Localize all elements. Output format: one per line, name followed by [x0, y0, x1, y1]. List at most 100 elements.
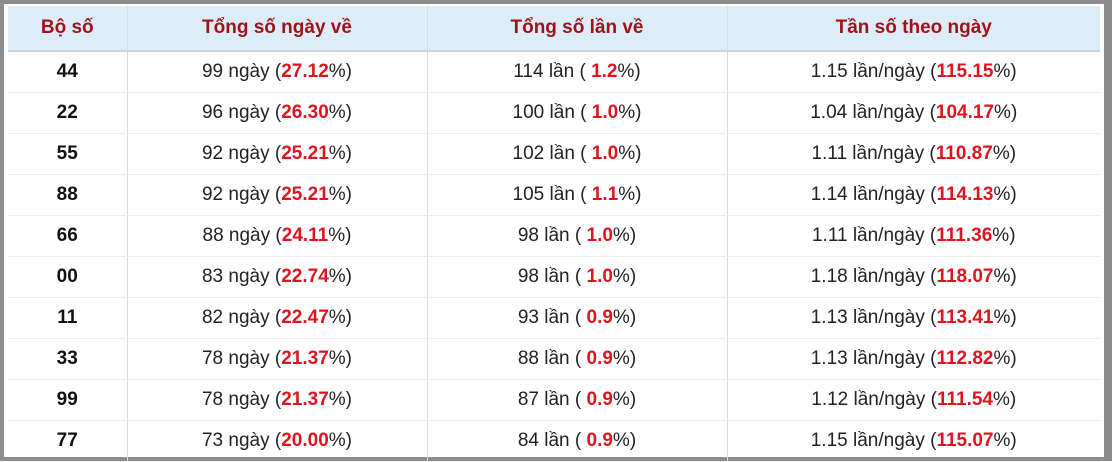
table-body: 44 99 ngày (27.12%) 114 lần ( 1.2%) 1.15 lầ… [8, 51, 1100, 462]
cell-text: 105 lần ( [512, 184, 592, 205]
percent-value: 114.13 [936, 184, 994, 205]
number-cell: 99 [8, 379, 127, 421]
stat-cell: 92 ngày (25.21%) [126, 174, 427, 216]
percent-value: 115.15 [936, 61, 994, 82]
percent-value: 115.07 [936, 430, 994, 451]
cell-text: %) [612, 430, 637, 451]
header-cell: Bộ số [8, 6, 127, 52]
number-cell: 33 [8, 338, 127, 380]
percent-value: 24.11 [281, 225, 329, 246]
cell-text: %) [328, 61, 352, 82]
cell-text: 1.18 lần/ngày ( [810, 266, 937, 287]
percent-value: 112.82 [936, 348, 994, 369]
cell-text: %) [993, 389, 1017, 410]
percent-value: 111.54 [936, 389, 993, 410]
cell-text: 87 lần ( [517, 389, 587, 410]
number-cell: 11 [8, 297, 127, 339]
stat-cell: 88 lần ( 0.9%) [426, 338, 727, 380]
stat-cell: 1.04 lần/ngày (104.17%) [726, 92, 1100, 134]
stat-cell: 96 ngày (26.30%) [126, 92, 427, 134]
cell-text: %) [993, 266, 1017, 287]
stat-cell: 98 lần ( 1.0%) [426, 215, 727, 257]
stat-cell: 1.13 lần/ngày (112.82%) [726, 338, 1100, 380]
cell-text: 1.11 lần/ngày ( [811, 225, 937, 246]
cell-text: %) [612, 348, 637, 369]
percent-value: 27.12 [281, 61, 329, 82]
number-cell: 77 [8, 420, 127, 462]
table-row: 11 82 ngày (22.47%) 93 lần ( 0.9%) 1.13 lần… [8, 297, 1100, 339]
stat-cell: 1.13 lần/ngày (113.41%) [726, 297, 1100, 339]
number-cell: 55 [8, 133, 127, 175]
cell-text: 1.12 lần/ngày ( [811, 389, 937, 410]
table-row: 88 92 ngày (25.21%) 105 lần ( 1.1%) 1.14 lầ… [8, 174, 1100, 216]
stat-cell: 87 lần ( 0.9%) [426, 379, 727, 421]
table-row: 66 88 ngày (24.11%) 98 lần ( 1.0%) 1.11 lần… [8, 215, 1100, 257]
stat-cell: 1.15 lần/ngày (115.07%) [726, 420, 1100, 462]
cell-text: %) [612, 225, 637, 246]
cell-text: 98 lần ( [517, 225, 587, 246]
cell-text: %) [618, 102, 642, 123]
table-row: 33 78 ngày (21.37%) 88 lần ( 0.9%) 1.13 lần… [8, 338, 1100, 380]
cell-text: %) [328, 225, 352, 246]
stat-cell: 82 ngày (22.47%) [126, 297, 427, 339]
cell-text: %) [993, 184, 1017, 205]
stat-cell: 1.12 lần/ngày (111.54%) [726, 379, 1100, 421]
cell-text: %) [328, 348, 352, 369]
cell-text: 100 lần ( [512, 102, 592, 123]
cell-text: %) [328, 307, 352, 328]
percent-value: 111.36 [936, 225, 993, 246]
stat-cell: 1.11 lần/ngày (110.87%) [726, 133, 1100, 175]
stat-cell: 98 lần ( 1.0%) [426, 256, 727, 298]
number-cell: 44 [8, 51, 127, 93]
cell-text: 83 ngày ( [201, 266, 282, 287]
stat-cell: 114 lần ( 1.2%) [426, 51, 727, 93]
table-row: 22 96 ngày (26.30%) 100 lần ( 1.0%) 1.04 lầ… [8, 92, 1100, 134]
table-row: 77 73 ngày (20.00%) 84 lần ( 0.9%) 1.15 lần… [8, 420, 1100, 462]
cell-text: 1.04 lần/ngày ( [810, 102, 936, 123]
percent-value: 0.9 [586, 389, 613, 410]
cell-text: 102 lần ( [512, 143, 592, 164]
percent-value: 1.0 [586, 266, 613, 287]
cell-text: %) [328, 430, 352, 451]
cell-text: %) [993, 348, 1017, 369]
cell-text: 88 lần ( [517, 348, 587, 369]
stats-table: Bộ số Tổng số ngày về Tổng số lần về Tần số… [8, 6, 1100, 462]
stat-cell: 1.18 lần/ngày (118.07%) [726, 256, 1100, 298]
percent-value: 21.37 [281, 348, 329, 369]
cell-text: 82 ngày ( [201, 307, 282, 328]
percent-value: 1.0 [586, 225, 613, 246]
percent-value: 0.9 [586, 348, 613, 369]
header-cell: Tổng số ngày về [126, 6, 427, 52]
table-row: 44 99 ngày (27.12%) 114 lần ( 1.2%) 1.15 lầ… [8, 51, 1100, 93]
cell-text: %) [612, 266, 637, 287]
stat-cell: 1.14 lần/ngày (114.13%) [726, 174, 1100, 216]
stat-cell: 105 lần ( 1.1%) [426, 174, 727, 216]
cell-text: 73 ngày ( [201, 430, 282, 451]
percent-value: 22.74 [281, 266, 329, 287]
cell-text: %) [992, 143, 1017, 164]
cell-text: 1.15 lần/ngày ( [810, 61, 937, 82]
cell-text: 78 ngày ( [201, 389, 282, 410]
cell-text: %) [993, 430, 1017, 451]
percent-value: 1.2 [591, 61, 618, 82]
percent-value: 1.0 [591, 102, 619, 123]
cell-text: 92 ngày ( [201, 184, 282, 205]
number-cell: 22 [8, 92, 127, 134]
percent-value: 113.41 [936, 307, 994, 328]
percent-value: 110.87 [935, 143, 993, 164]
stat-cell: 99 ngày (27.12%) [126, 51, 427, 93]
cell-text: %) [328, 389, 352, 410]
cell-text: %) [328, 266, 352, 287]
percent-value: 22.47 [281, 307, 329, 328]
number-cell: 88 [8, 174, 127, 216]
cell-text: 78 ngày ( [201, 348, 282, 369]
header-cell: Tổng số lần về [426, 6, 727, 52]
cell-text: 1.13 lần/ngày ( [810, 348, 937, 369]
table-row: 99 78 ngày (21.37%) 87 lần ( 0.9%) 1.12 lần… [8, 379, 1100, 421]
stat-cell: 84 lần ( 0.9%) [426, 420, 727, 462]
cell-text: %) [328, 184, 352, 205]
table-row: 55 92 ngày (25.21%) 102 lần ( 1.0%) 1.11 lầ… [8, 133, 1100, 175]
stat-cell: 88 ngày (24.11%) [126, 215, 427, 257]
cell-text: 84 lần ( [517, 430, 587, 451]
